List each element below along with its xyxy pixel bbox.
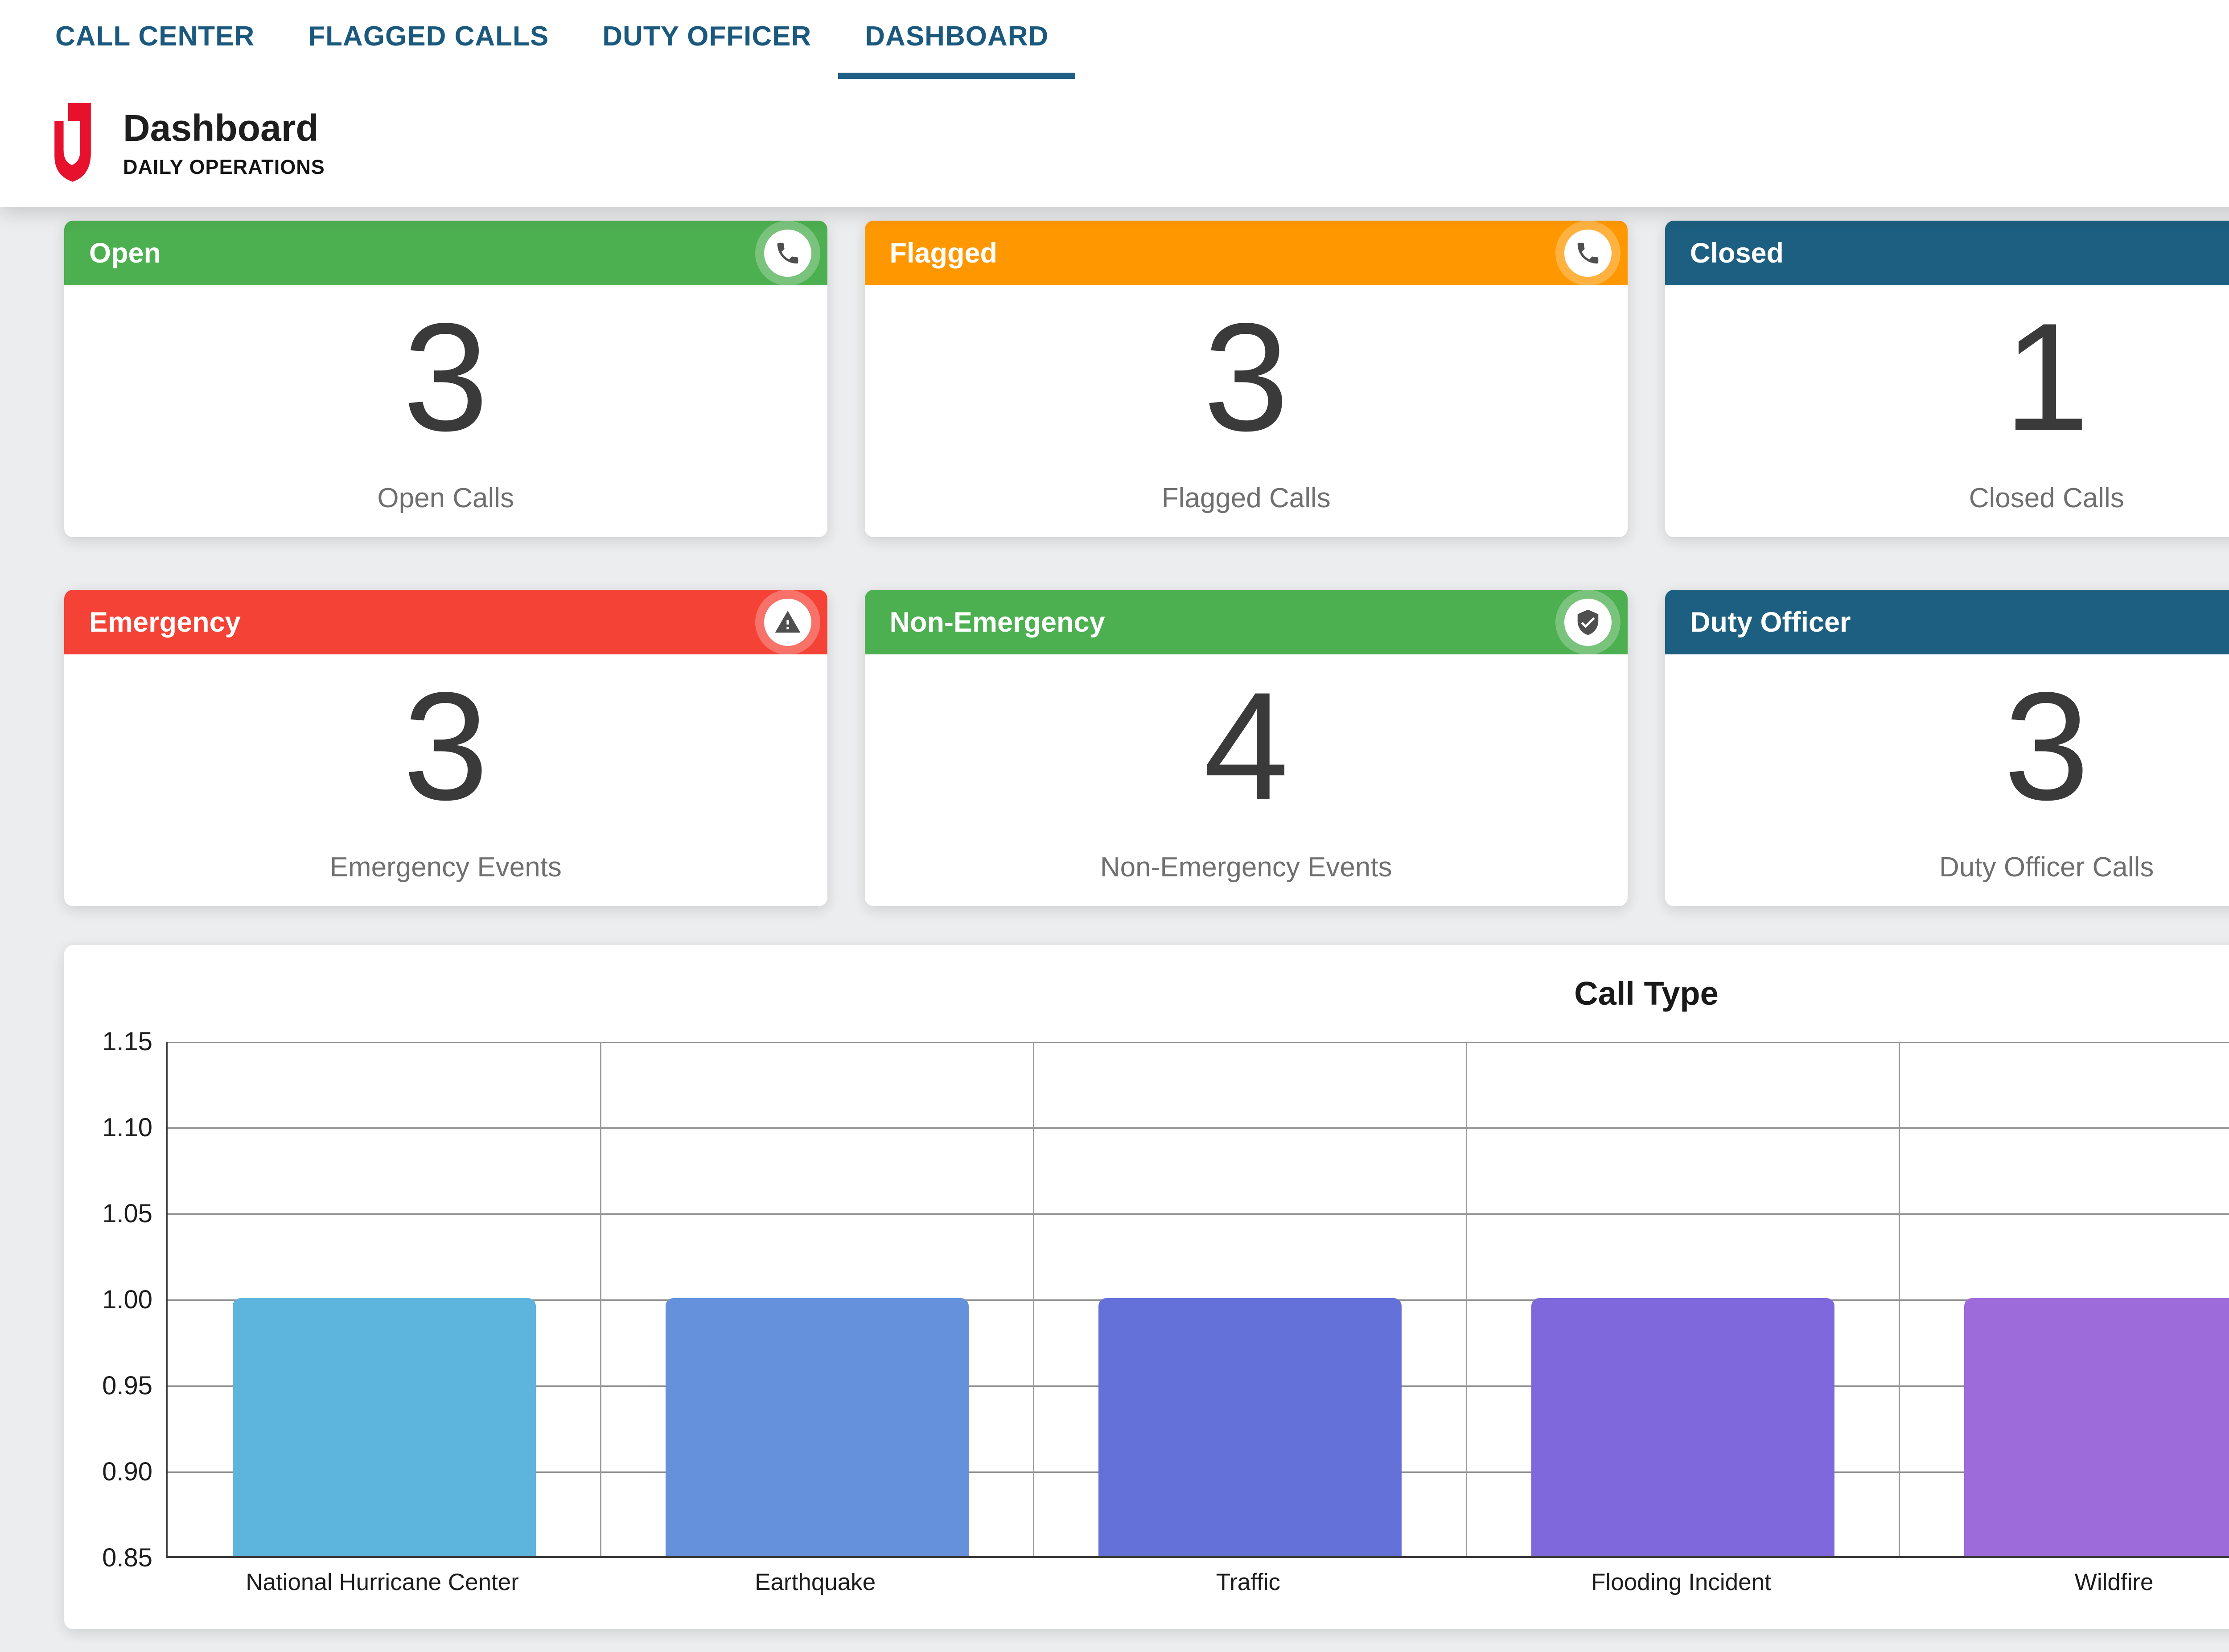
stat-card-caption: Open Calls <box>377 483 514 514</box>
stat-card-open[interactable]: Open 3 Open Calls <box>64 221 827 537</box>
x-axis-label-traffic: Traffic <box>1216 1569 1280 1595</box>
stat-card-value: 3 <box>403 292 489 463</box>
phone-icon <box>1577 242 1599 263</box>
stat-card-header: Duty Officer <box>1665 590 2229 654</box>
tab-call-center[interactable]: CALL CENTER <box>55 21 255 52</box>
stat-card-value: 3 <box>1203 292 1289 463</box>
stat-card-body: 3 Duty Officer Calls <box>1665 654 2229 906</box>
stat-card-caption: Non-Emergency Events <box>1100 852 1392 883</box>
y-axis-tick: 1.00 <box>102 1285 152 1314</box>
stat-card-header: Closed <box>1665 221 2229 285</box>
stat-card-icon-circle <box>1564 598 1612 646</box>
stat-card-body: 3 Flagged Calls <box>865 285 1628 537</box>
stat-card-closed[interactable]: Closed 1 Closed Calls <box>1665 221 2229 537</box>
phone-icon <box>777 242 798 263</box>
stat-card-value: 3 <box>2003 661 2089 832</box>
stat-card-caption: Duty Officer Calls <box>1939 852 2154 883</box>
tab-flagged-calls[interactable]: FLAGGED CALLS <box>308 21 549 52</box>
warning-icon <box>775 610 800 633</box>
bar-national-hurricane-center[interactable] <box>232 1298 536 1556</box>
y-axis-tick: 1.15 <box>102 1027 152 1056</box>
title-block: Dashboard DAILY OPERATIONS <box>123 107 325 179</box>
y-axis-tick: 1.10 <box>102 1113 152 1142</box>
nav-tabs: CALL CENTER FLAGGED CALLS DUTY OFFICER DASH… <box>0 0 2229 79</box>
page-title: Dashboard <box>123 107 319 149</box>
stat-card-header: Non-Emergency <box>864 590 1628 654</box>
stat-card-title: Flagged <box>889 237 998 269</box>
page-subtitle: DAILY OPERATIONS <box>123 156 325 179</box>
stat-card-title: Closed <box>1690 237 1784 269</box>
stat-card-flagged[interactable]: Flagged 3 Flagged Calls <box>864 221 1628 537</box>
stat-card-duty-officer[interactable]: Duty Officer 3 Duty Officer Calls <box>1665 590 2229 906</box>
stat-card-body: 3 Emergency Events <box>64 654 827 906</box>
top-header-block: CALL CENTER FLAGGED CALLS DUTY OFFICER DASH… <box>0 0 2229 207</box>
stat-card-value: 1 <box>2003 292 2089 463</box>
stat-card-caption: Emergency Events <box>329 852 562 883</box>
bar-flooding-incident[interactable] <box>1531 1298 1834 1556</box>
stat-card-header: Emergency <box>64 590 827 654</box>
chart-plot-area <box>166 1042 2229 1558</box>
tab-duty-officer[interactable]: DUTY OFFICER <box>602 21 812 52</box>
stat-card-grid: Open 3 Open Calls Flagged 3 Flagged Call… <box>64 221 2229 906</box>
gridline-x <box>1899 1042 1900 1556</box>
stat-card-body: 1 Closed Calls <box>1665 285 2229 537</box>
x-axis-label-flooding-incident: Flooding Incident <box>1591 1569 1771 1595</box>
x-axis-label-national-hurricane-center: National Hurricane Center <box>246 1569 519 1595</box>
bar-earthquake[interactable] <box>665 1298 969 1556</box>
stat-card-icon-circle <box>1564 229 1612 277</box>
stat-card-non-emergency[interactable]: Non-Emergency 4 Non-Emergency Events <box>864 590 1628 906</box>
stat-card-header: Open <box>64 221 827 285</box>
stat-card-value: 3 <box>403 661 489 832</box>
stat-card-title: Open <box>89 237 161 269</box>
gridline-y <box>168 1213 2229 1215</box>
stat-card-caption: Closed Calls <box>1969 483 2124 514</box>
stat-card-emergency[interactable]: Emergency 3 Emergency Events <box>64 590 827 906</box>
gridline-y <box>168 1042 2229 1043</box>
y-axis-tick: 0.90 <box>102 1457 152 1486</box>
stat-card-caption: Flagged Calls <box>1161 483 1331 514</box>
stat-card-body: 4 Non-Emergency Events <box>865 654 1628 906</box>
gridline-x <box>1465 1042 1467 1556</box>
stat-card-title: Non-Emergency <box>889 606 1105 638</box>
header-bar: Dashboard DAILY OPERATIONS FILTER/SEARCH <box>0 79 2229 207</box>
call-type-chart-card: Call Type 1.15 1.10 1.05 1.00 0.95 0.90 0.85 Na… <box>64 945 2229 1629</box>
stat-card-value: 4 <box>1203 661 1289 832</box>
shield-logo-icon <box>54 103 91 182</box>
stat-card-title: Duty Officer <box>1690 606 1851 638</box>
x-axis-label-wildfire: Wildfire <box>2074 1569 2154 1595</box>
gridline-x <box>1032 1042 1034 1556</box>
chart-title: Call Type <box>1574 975 1719 1012</box>
y-axis-tick: 0.85 <box>102 1543 152 1572</box>
stat-card-body: 3 Open Calls <box>64 285 827 537</box>
y-axis-tick: 1.05 <box>102 1199 152 1228</box>
bar-traffic[interactable] <box>1098 1298 1402 1556</box>
gridline-y <box>168 1127 2229 1129</box>
stat-card-header: Flagged <box>864 221 1628 285</box>
stat-card-title: Emergency <box>89 606 241 638</box>
x-axis-label-earthquake: Earthquake <box>755 1569 876 1595</box>
gridline-x <box>600 1042 601 1556</box>
tab-dashboard[interactable]: DASHBOARD <box>838 0 1076 79</box>
stat-card-icon-circle <box>764 229 811 277</box>
shield-check-icon <box>1577 609 1599 635</box>
y-axis-tick: 0.95 <box>102 1371 152 1400</box>
stat-card-icon-circle <box>764 598 811 646</box>
bar-wildfire[interactable] <box>1964 1298 2229 1556</box>
